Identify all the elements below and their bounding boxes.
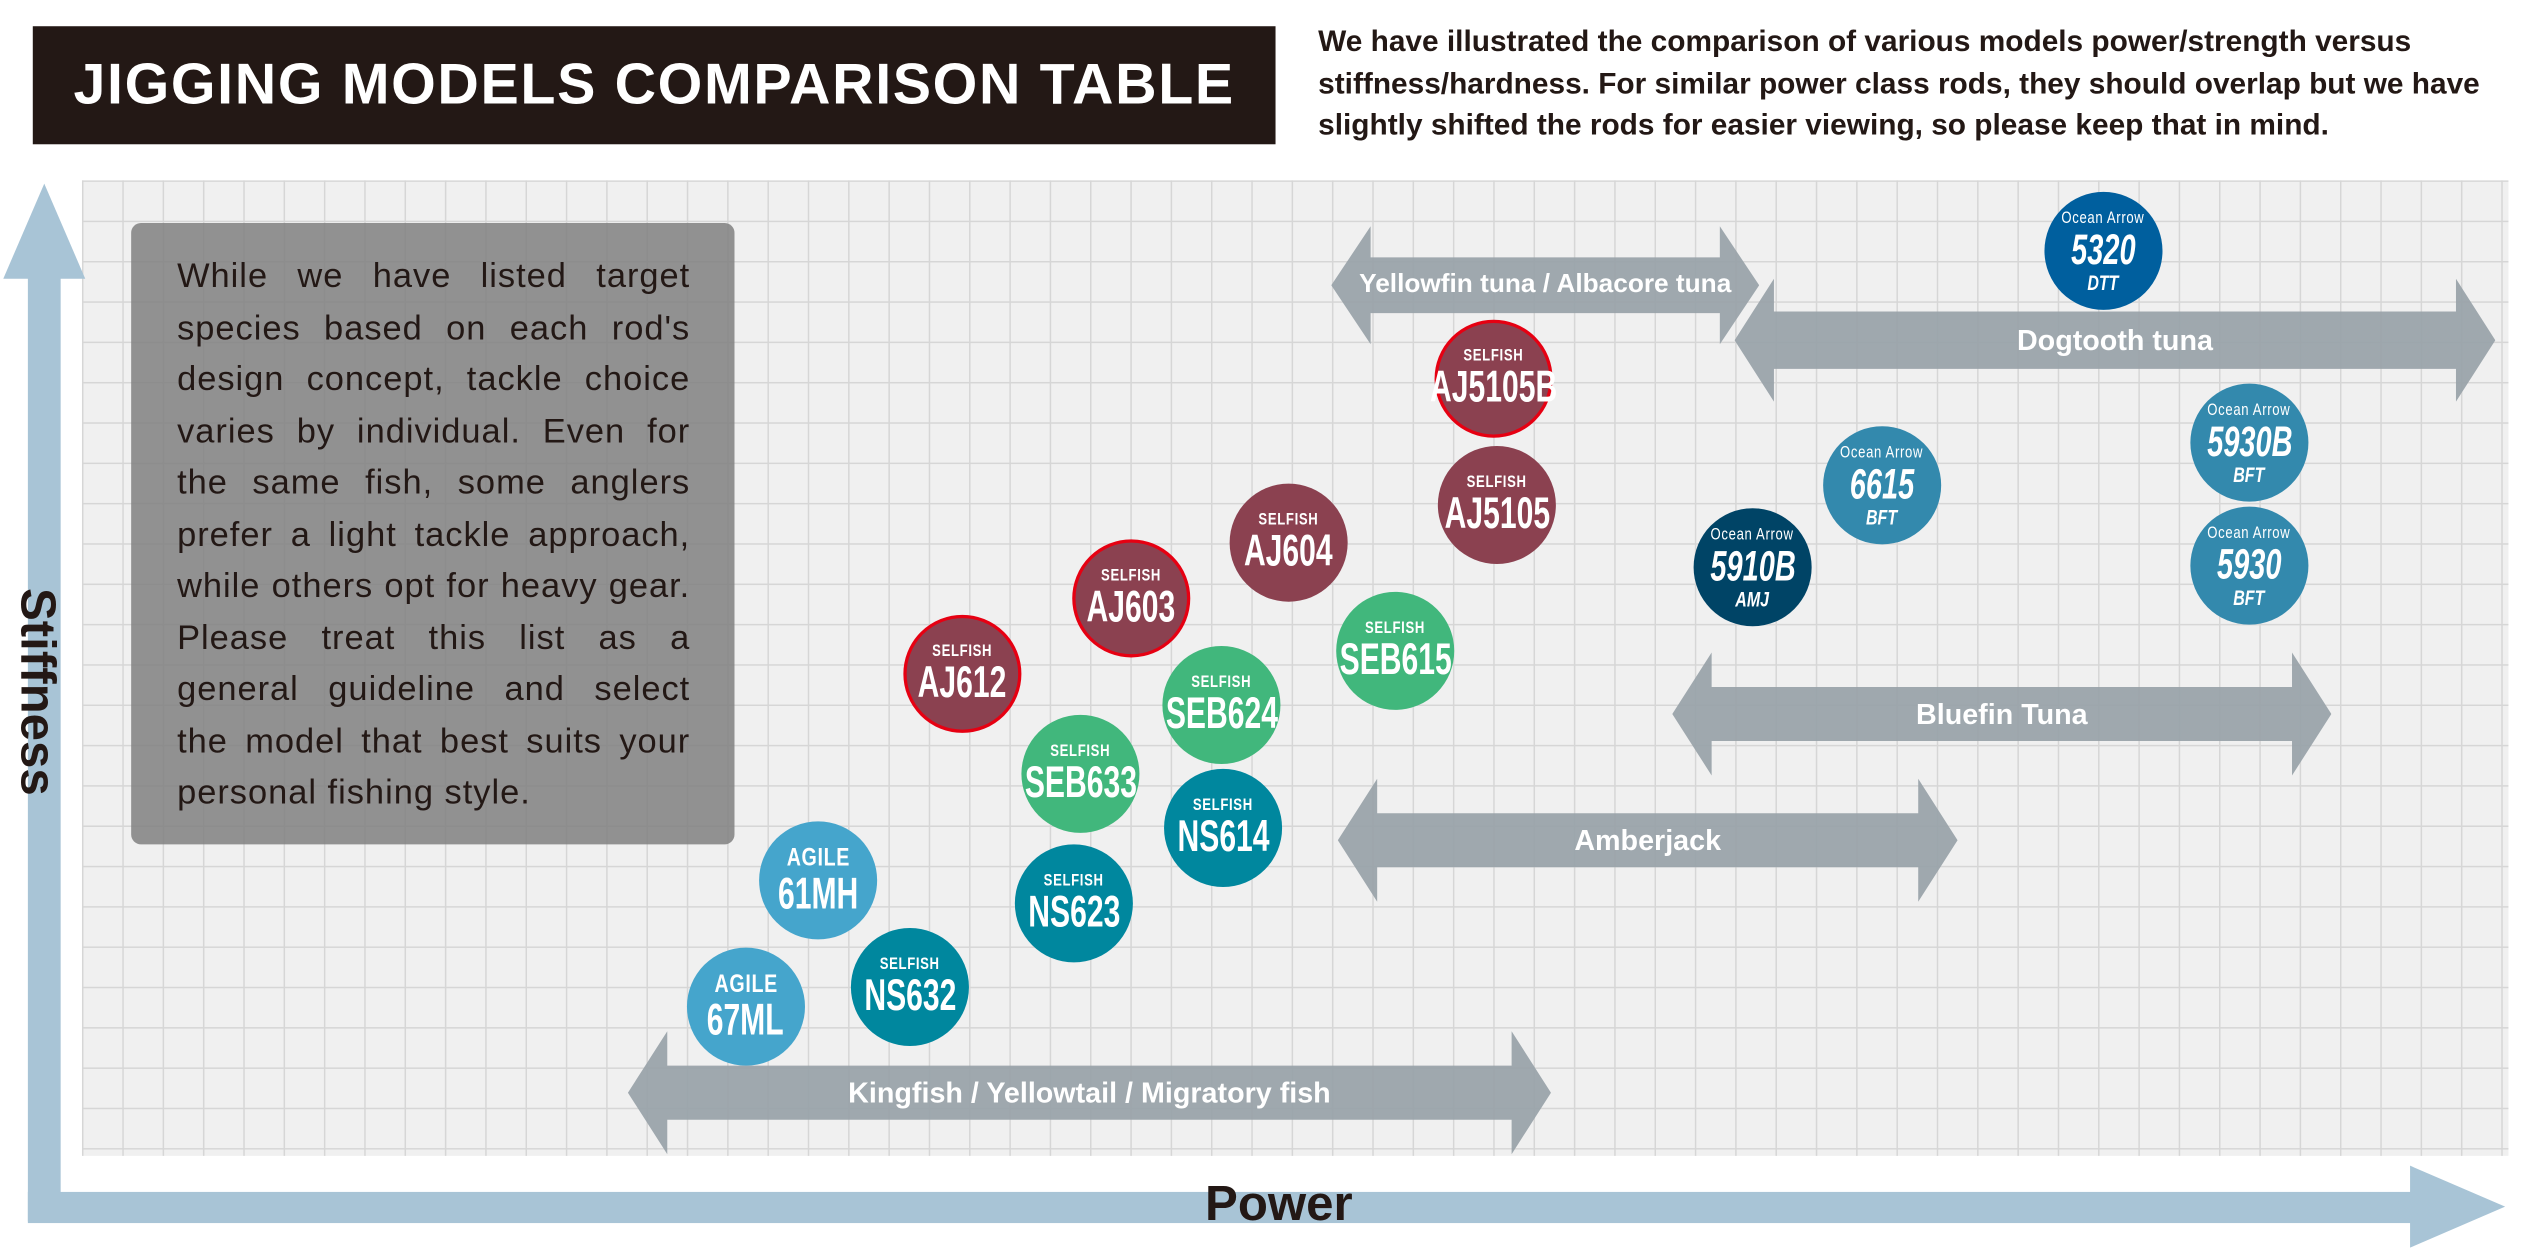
model-brand: Ocean Arrow [2207, 523, 2291, 542]
model-model: 67ML [707, 994, 785, 1044]
model-model: 5910B [1709, 540, 1796, 590]
model-sub: BFT [2233, 461, 2265, 487]
model-marker-ns614: SELFISH NS614 [1164, 768, 1283, 887]
model-brand: SELFISH [879, 955, 940, 974]
model-brand: AGILE [714, 969, 778, 998]
y-axis-arrowhead [3, 183, 86, 279]
model-marker-ns623: SELFISH NS623 [1014, 844, 1133, 963]
model-sub: DTT [2087, 269, 2120, 295]
species-label: Yellowfin tuna / Albacore tuna [1359, 270, 1732, 299]
model-brand: SELFISH [1466, 473, 1527, 492]
model-model: 5930 [2217, 538, 2282, 588]
title-banner: JIGGING MODELS COMPARISON TABLE [32, 26, 1276, 145]
species-arrow-dogtooth: Dogtooth tuna [1734, 278, 2496, 402]
model-model: SEB624 [1165, 688, 1278, 738]
model-brand: SELFISH [1191, 673, 1252, 692]
model-sub: BFT [2233, 584, 2265, 610]
model-brand: SELFISH [1365, 619, 1426, 638]
model-marker-aj603: SELFISH AJ603 [1072, 539, 1191, 658]
model-model: 61MH [777, 868, 859, 918]
description: We have illustrated the comparison of va… [1318, 24, 2480, 141]
model-brand: SELFISH [1050, 742, 1111, 761]
disclaimer-box: While we have listed target species base… [131, 222, 735, 845]
species-arrow-yellowfin: Yellowfin tuna / Albacore tuna [1331, 226, 1760, 345]
x-axis-arrow [27, 1191, 2438, 1224]
model-brand: SELFISH [1258, 511, 1319, 530]
species-label: Bluefin Tuna [1916, 696, 2088, 730]
model-marker-seb633: SELFISH SEB633 [1021, 714, 1140, 833]
model-sub: AMJ [1735, 586, 1770, 611]
model-marker-seb615: SELFISH SEB615 [1336, 591, 1455, 710]
model-marker-6615: Ocean Arrow 6615 BFT [1823, 426, 1942, 545]
species-label: Dogtooth tuna [2016, 322, 2213, 356]
model-marker-aj612: SELFISH AJ612 [903, 614, 1022, 733]
model-model: AJ604 [1244, 526, 1334, 576]
model-model: 6615 [1849, 458, 1915, 508]
species-arrow-bluefin: Bluefin Tuna [1672, 652, 2332, 776]
species-arrow-kingfish: Kingfish / Yellowtail / Migratory fish [627, 1031, 1551, 1155]
model-model: 5930B [2206, 415, 2293, 465]
model-model: NS632 [863, 970, 956, 1020]
x-axis-arrowhead [2410, 1165, 2506, 1248]
model-marker-5930b: Ocean Arrow 5930B BFT [2190, 383, 2309, 502]
model-marker-61mh: AGILE 61MH [759, 821, 878, 940]
model-model: SEB633 [1024, 757, 1137, 807]
model-model: 5320 [2071, 223, 2136, 273]
model-brand: Ocean Arrow [1711, 525, 1795, 544]
model-marker-seb624: SELFISH SEB624 [1162, 645, 1281, 765]
model-model: NS614 [1177, 811, 1270, 861]
species-label: Amberjack [1574, 823, 1722, 856]
model-brand: AGILE [786, 843, 850, 872]
model-brand: Ocean Arrow [2207, 400, 2291, 419]
model-marker-aj5105: SELFISH AJ5105 [1437, 445, 1556, 564]
disclaimer-text: While we have listed target species base… [177, 257, 691, 812]
model-model: SEB615 [1339, 634, 1452, 684]
model-marker-5930: Ocean Arrow 5930 BFT [2190, 506, 2309, 625]
x-axis-label: Power [1205, 1177, 1353, 1232]
model-model: AJ5105B [1430, 362, 1558, 412]
model-brand: SELFISH [1043, 872, 1104, 891]
model-marker-ns632: SELFISH NS632 [850, 927, 969, 1047]
page-title: JIGGING MODELS COMPARISON TABLE [73, 52, 1235, 117]
model-marker-5320: Ocean Arrow 5320 DTT [2044, 191, 2163, 310]
species-label: Kingfish / Yellowtail / Migratory fish [848, 1075, 1331, 1109]
model-brand: SELFISH [1463, 347, 1524, 366]
model-marker-5910b: Ocean Arrow 5910B AMJ [1693, 508, 1812, 627]
y-axis-label: Stiffness [9, 587, 64, 796]
species-arrow-amberjack: Amberjack [1337, 778, 1958, 902]
model-model: AJ5105 [1444, 488, 1550, 538]
model-model: AJ612 [918, 657, 1007, 707]
model-marker-aj604: SELFISH AJ604 [1229, 483, 1348, 602]
model-brand: SELFISH [1101, 567, 1162, 586]
model-brand: SELFISH [932, 642, 993, 661]
model-brand: SELFISH [1193, 796, 1254, 815]
model-brand: Ocean Arrow [1840, 443, 1924, 462]
model-model: NS623 [1027, 886, 1120, 937]
model-marker-aj5105b: SELFISH AJ5105B [1430, 319, 1557, 438]
model-brand: Ocean Arrow [2061, 209, 2145, 228]
model-marker-67ml: AGILE 67ML [686, 947, 805, 1066]
model-sub: BFT [1866, 504, 1898, 529]
y-axis-arrow [27, 262, 61, 1222]
model-model: AJ603 [1086, 582, 1176, 632]
